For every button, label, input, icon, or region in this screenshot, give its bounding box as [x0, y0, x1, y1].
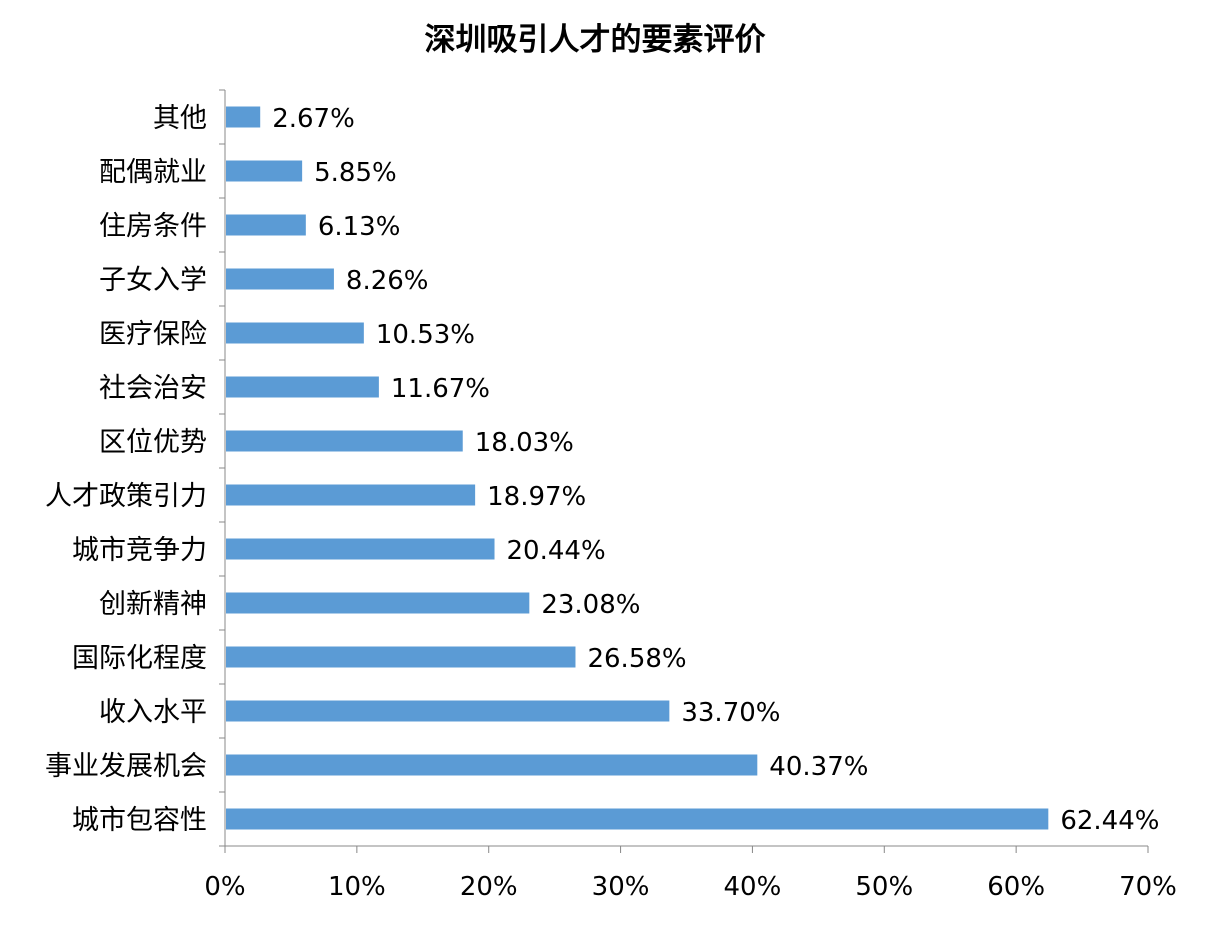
x-tick-label: 10% — [328, 872, 386, 902]
category-label: 事业发展机会 — [45, 751, 207, 782]
data-label: 18.97% — [487, 482, 586, 512]
x-tick-label: 40% — [724, 872, 782, 902]
bar — [226, 268, 334, 290]
category-label: 国际化程度 — [72, 643, 207, 674]
category-label: 城市包容性 — [72, 805, 207, 836]
data-label: 10.53% — [376, 320, 475, 350]
category-label: 子女入学 — [99, 265, 207, 296]
x-tick-label: 70% — [1119, 872, 1177, 902]
category-label: 城市竞争力 — [72, 535, 207, 566]
bar — [226, 160, 303, 182]
data-label: 26.58% — [587, 644, 686, 674]
data-label: 62.44% — [1060, 806, 1159, 836]
data-label: 2.67% — [272, 104, 355, 134]
bar — [226, 322, 364, 344]
category-label: 创新精神 — [99, 589, 207, 620]
data-label: 40.37% — [769, 752, 868, 782]
x-tick-label: 30% — [592, 872, 650, 902]
bar — [226, 646, 576, 668]
x-tick-label: 50% — [855, 872, 913, 902]
bar — [226, 754, 758, 776]
bar — [226, 376, 379, 398]
bar — [226, 538, 495, 560]
category-label: 住房条件 — [99, 211, 207, 242]
category-label: 收入水平 — [99, 697, 207, 728]
category-label: 配偶就业 — [99, 157, 207, 188]
data-label: 11.67% — [391, 374, 490, 404]
category-label: 社会治安 — [99, 373, 207, 404]
bar — [226, 106, 261, 128]
x-tick-label: 0% — [204, 872, 245, 902]
bar — [226, 592, 530, 614]
x-tick-label: 20% — [460, 872, 518, 902]
data-label: 5.85% — [314, 158, 397, 188]
data-label: 6.13% — [318, 212, 401, 242]
data-label: 8.26% — [346, 266, 429, 296]
x-tick-label: 60% — [987, 872, 1045, 902]
category-label: 人才政策引力 — [45, 481, 207, 512]
bar — [226, 214, 306, 236]
category-label: 医疗保险 — [99, 319, 207, 350]
chart-title: 深圳吸引人才的要素评价 — [424, 22, 766, 58]
category-label: 区位优势 — [99, 427, 207, 458]
data-label: 18.03% — [475, 428, 574, 458]
data-label: 33.70% — [681, 698, 780, 728]
category-label: 其他 — [153, 103, 207, 134]
bar — [226, 700, 670, 722]
bar — [226, 430, 463, 452]
data-label: 23.08% — [541, 590, 640, 620]
data-label: 20.44% — [507, 536, 606, 566]
bar — [226, 808, 1049, 830]
bar — [226, 484, 476, 506]
